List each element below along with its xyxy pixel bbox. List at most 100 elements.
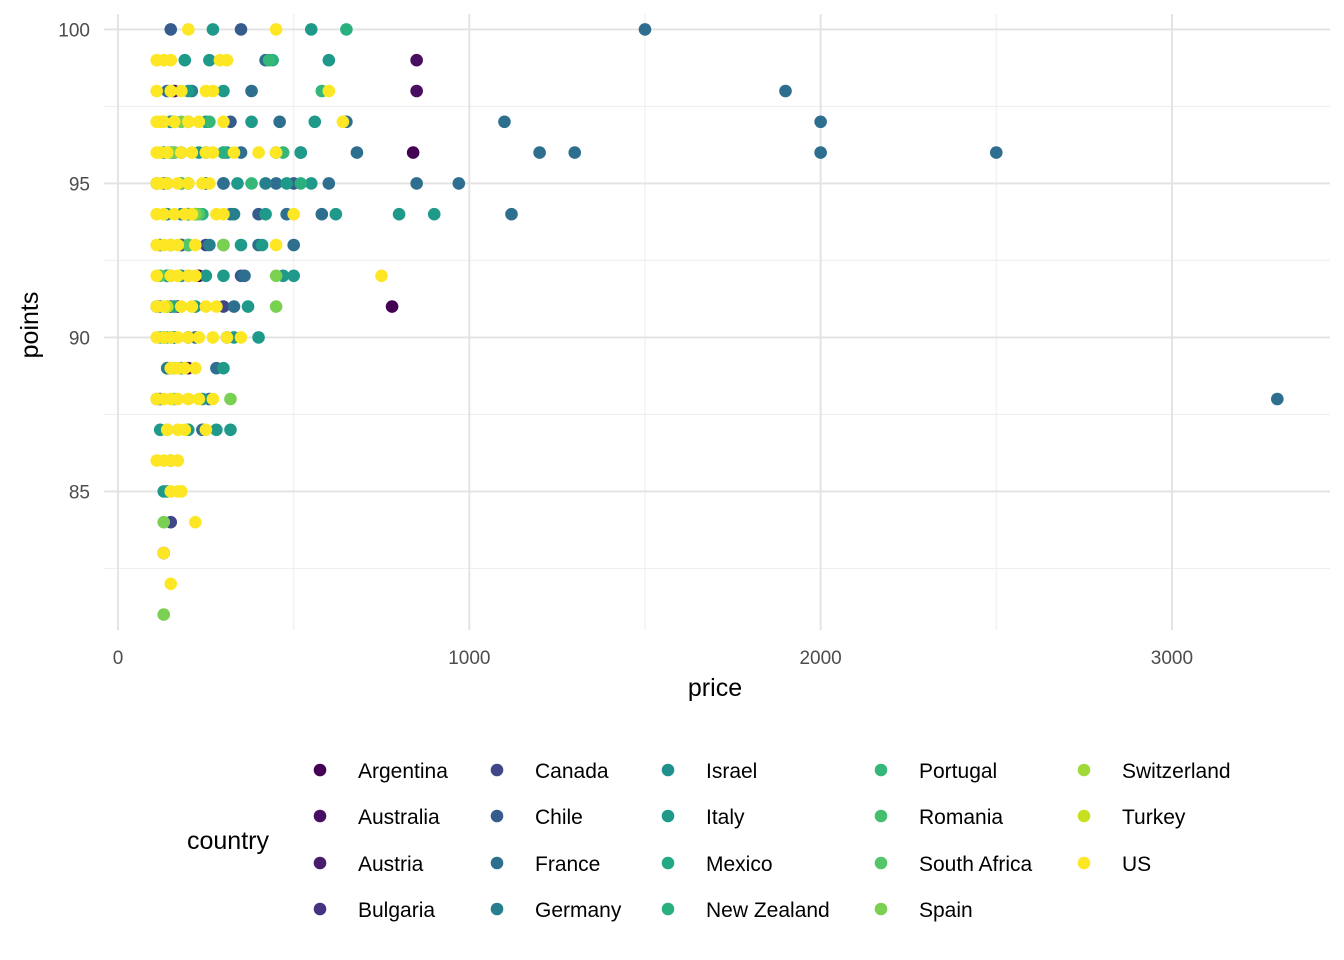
data-point: [185, 207, 199, 221]
legend-key: [313, 902, 327, 916]
data-point: [171, 392, 185, 406]
data-point: [160, 177, 174, 190]
legend-key: [874, 902, 888, 916]
data-point: [1271, 392, 1284, 406]
legend-label: Chile: [535, 806, 583, 829]
data-point: [245, 115, 258, 129]
data-point: [280, 177, 293, 190]
legend-title: country: [187, 827, 269, 855]
x-tick-label: 3000: [1151, 648, 1193, 669]
legend-key: [661, 763, 675, 777]
legend-item: Austria: [313, 853, 424, 876]
legend-item: Israel: [661, 760, 757, 783]
data-point: [287, 207, 300, 221]
data-point: [410, 177, 423, 190]
data-point: [340, 23, 353, 36]
data-point: [217, 115, 230, 129]
data-point: [259, 207, 272, 221]
data-point: [182, 23, 195, 36]
data-point: [203, 177, 216, 190]
data-point: [245, 84, 258, 98]
data-point: [329, 207, 343, 221]
data-point: [234, 331, 248, 344]
data-point: [304, 177, 318, 190]
data-point: [814, 115, 827, 129]
data-point: [287, 269, 300, 283]
data-point: [171, 331, 185, 344]
data-point: [269, 23, 283, 36]
legend-item: Bulgaria: [313, 899, 435, 922]
legend-item: Romania: [874, 806, 1003, 829]
data-point: [315, 207, 329, 221]
data-point: [533, 146, 546, 159]
data-point: [174, 146, 188, 159]
legend-key: [874, 809, 888, 823]
data-point: [779, 84, 792, 98]
data-point: [427, 207, 441, 221]
data-point: [287, 238, 300, 252]
data-point: [178, 53, 192, 67]
data-point: [375, 269, 388, 283]
data-point: [262, 53, 276, 67]
legend-key: [1077, 856, 1091, 870]
data-point: [269, 146, 283, 159]
data-point: [220, 331, 234, 344]
legend-label: Austria: [358, 853, 424, 876]
data-point: [185, 146, 199, 159]
legend-key: [490, 809, 504, 823]
data-point: [182, 177, 195, 190]
data-point: [160, 146, 174, 159]
legend-label: Argentina: [358, 760, 448, 783]
data-point: [178, 361, 192, 375]
legend-label: New Zealand: [706, 899, 830, 922]
data-point: [189, 269, 202, 283]
data-point: [157, 546, 171, 560]
legend-item: Turkey: [1077, 806, 1186, 829]
legend-item: Switzerland: [1077, 760, 1231, 783]
data-point: [385, 300, 399, 313]
legend-item: New Zealand: [661, 899, 830, 922]
legend-label: Canada: [535, 760, 609, 783]
legend-label: Romania: [919, 806, 1003, 829]
legend-key: [313, 763, 327, 777]
data-point: [164, 84, 178, 98]
data-point: [308, 115, 322, 129]
data-point: [234, 238, 248, 252]
y-tick-label: 85: [69, 482, 90, 503]
data-point: [167, 207, 181, 221]
data-point: [406, 146, 420, 159]
legend-label: Turkey: [1122, 806, 1186, 829]
legend-label: Germany: [535, 899, 622, 922]
data-point: [224, 392, 237, 406]
legend-item: South Africa: [874, 853, 1033, 876]
data-point: [217, 146, 230, 159]
data-point: [227, 146, 241, 159]
data-point: [217, 269, 230, 283]
data-point: [217, 207, 230, 221]
data-point: [273, 115, 286, 129]
data-point: [269, 238, 283, 252]
legend-item: US: [1077, 853, 1151, 876]
data-point: [294, 146, 308, 159]
data-point: [322, 177, 336, 190]
legend-item: Portugal: [874, 760, 997, 783]
legend-item: Mexico: [661, 853, 773, 876]
legend-label: Switzerland: [1122, 760, 1231, 783]
data-point: [498, 115, 511, 129]
data-point: [217, 361, 230, 375]
y-tick-label: 100: [58, 20, 90, 41]
data-point: [989, 146, 1003, 159]
data-point: [164, 577, 178, 591]
data-point: [150, 269, 163, 283]
data-point: [150, 84, 163, 98]
data-point: [245, 177, 258, 190]
data-point: [203, 238, 216, 252]
legend-key: [874, 763, 888, 777]
data-point: [174, 485, 188, 498]
data-point: [157, 515, 171, 529]
data-point: [192, 115, 206, 129]
x-tick-label: 2000: [799, 648, 841, 669]
data-point: [189, 515, 202, 529]
data-point: [182, 115, 195, 129]
data-point: [199, 423, 213, 437]
